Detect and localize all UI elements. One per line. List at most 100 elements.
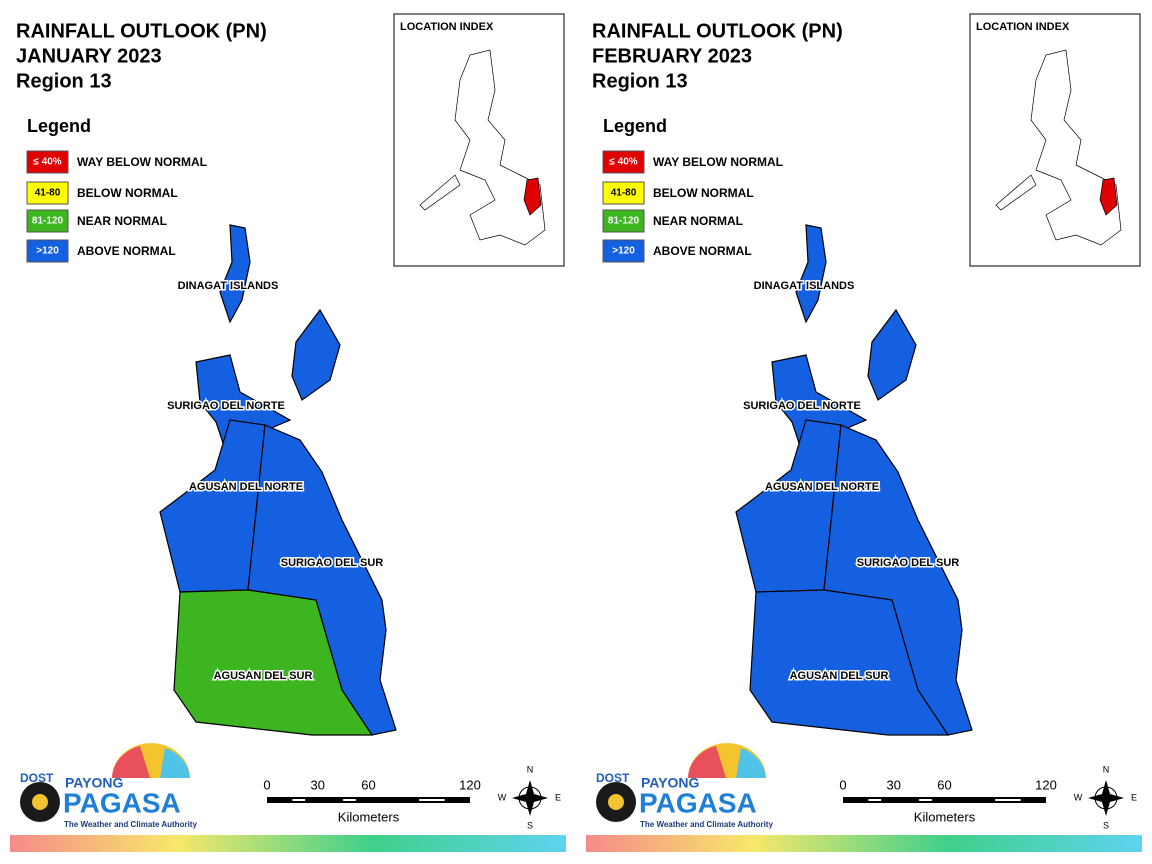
legend-swatch — [26, 209, 69, 233]
scale-unit: Kilometers — [914, 809, 976, 824]
legend-swatch-label: 81-120 — [32, 216, 64, 227]
scale-tick-label: 60 — [361, 777, 375, 792]
legend-swatch — [602, 181, 645, 205]
title-line: RAINFALL OUTLOOK (PN) — [16, 20, 267, 42]
scale-tick-label: 30 — [311, 777, 325, 792]
legend-label: NEAR NORMAL — [77, 214, 167, 228]
province-label: DINAGAT ISLANDS — [754, 280, 855, 292]
legend-label: BELOW NORMAL — [653, 186, 754, 200]
legend-swatch-label: 41-80 — [35, 188, 61, 199]
scale-bar-segment — [919, 799, 932, 801]
scale-bar — [267, 797, 470, 803]
logo-tagline: The Weather and Climate Authority — [64, 820, 197, 829]
scale-bar-segment — [995, 799, 1021, 801]
province-shape — [219, 224, 251, 324]
scale-tick-label: 30 — [887, 777, 901, 792]
legend-title: Legend — [603, 116, 667, 136]
scale-tick-label: 120 — [459, 777, 481, 792]
compass-ring — [1094, 786, 1118, 810]
title-line: JANUARY 2023 — [16, 45, 162, 67]
province-label: SURIGAO DEL SUR — [281, 557, 384, 569]
panel: RAINFALL OUTLOOK (PN) JANUARY 2023 Region … — [10, 13, 566, 852]
logo-pagasa: PAGASA — [63, 787, 181, 818]
province-label: AGUSAN DEL SUR — [214, 670, 313, 682]
scale-bar-segment — [419, 799, 445, 801]
philippines-outline — [995, 49, 1122, 246]
province-shape — [735, 419, 842, 593]
panel: RAINFALL OUTLOOK (PN) FEBRUARY 2023 Region… — [586, 13, 1142, 852]
compass-letter: N — [527, 764, 534, 774]
region-highlight — [523, 177, 542, 216]
color-band — [586, 835, 1142, 852]
legend-swatch-label: ≤ 40% — [609, 157, 637, 168]
umbrella-left — [688, 746, 726, 778]
province-shape — [795, 224, 827, 324]
umbrella-left — [112, 746, 150, 778]
legend-swatch — [26, 239, 69, 263]
compass-letter: W — [1074, 792, 1083, 802]
legend-label: NEAR NORMAL — [653, 214, 743, 228]
legend-swatch-label: 41-80 — [611, 188, 637, 199]
province-label: SURIGAO DEL SUR — [857, 557, 960, 569]
province-shape — [749, 589, 950, 736]
scale-bar-segment — [343, 799, 356, 801]
compass-ring — [518, 786, 542, 810]
province-label: AGUSAN DEL NORTE — [189, 481, 303, 493]
scale-bar — [843, 797, 1046, 803]
legend-swatch — [26, 150, 69, 174]
logo-payong: PAYONG — [641, 775, 699, 791]
province-label: AGUSAN DEL NORTE — [765, 481, 879, 493]
logo-dost: DOST — [596, 771, 630, 785]
compass-letter: S — [527, 820, 533, 830]
legend-label: BELOW NORMAL — [77, 186, 178, 200]
legend-label: WAY BELOW NORMAL — [653, 155, 783, 169]
scale-bar-segment — [868, 799, 882, 801]
compass-letter: N — [1103, 764, 1110, 774]
logo-dost: DOST — [20, 771, 54, 785]
title-line: Region 13 — [16, 70, 112, 92]
legend-label: WAY BELOW NORMAL — [77, 155, 207, 169]
scale-unit: Kilometers — [338, 809, 400, 824]
legend-swatch — [26, 181, 69, 205]
region-highlight — [1099, 177, 1118, 216]
province-shape — [159, 419, 266, 593]
legend-swatch — [602, 150, 645, 174]
color-band — [10, 835, 566, 852]
legend-swatch-label: >120 — [612, 246, 635, 257]
title-line: FEBRUARY 2023 — [592, 45, 752, 67]
location-index-title: LOCATION INDEX — [400, 21, 494, 33]
compass-rose — [512, 780, 548, 816]
compass-letter: W — [498, 792, 507, 802]
scale-tick-label: 0 — [263, 777, 270, 792]
legend-swatch-label: 81-120 — [608, 216, 640, 227]
scale-tick-label: 120 — [1035, 777, 1057, 792]
legend-label: ABOVE NORMAL — [77, 244, 176, 258]
compass-letter: E — [1131, 792, 1137, 802]
legend-swatch-label: ≤ 40% — [33, 157, 61, 168]
province-label: AGUSAN DEL SUR — [790, 670, 889, 682]
logo-tagline: The Weather and Climate Authority — [640, 820, 773, 829]
title-line: Region 13 — [592, 70, 688, 92]
logo-payong: PAYONG — [65, 775, 123, 791]
logo-sun — [32, 794, 48, 810]
umbrella-right — [160, 748, 190, 778]
scale-bar-segment — [292, 799, 306, 801]
legend-label: ABOVE NORMAL — [653, 244, 752, 258]
legend-title: Legend — [27, 116, 91, 136]
legend-swatch — [602, 239, 645, 263]
province-shape — [173, 589, 374, 736]
compass-rose — [1088, 780, 1124, 816]
province-label: SURIGAO DEL NORTE — [167, 400, 285, 412]
philippines-outline — [419, 49, 546, 246]
legend-swatch — [602, 209, 645, 233]
scale-tick-label: 60 — [937, 777, 951, 792]
scale-tick-label: 0 — [839, 777, 846, 792]
province-shape — [291, 308, 341, 401]
province-shape — [867, 308, 917, 401]
province-label: DINAGAT ISLANDS — [178, 280, 279, 292]
legend-swatch-label: >120 — [36, 246, 59, 257]
umbrella-right — [736, 748, 766, 778]
title-line: RAINFALL OUTLOOK (PN) — [592, 20, 843, 42]
compass-letter: E — [555, 792, 561, 802]
